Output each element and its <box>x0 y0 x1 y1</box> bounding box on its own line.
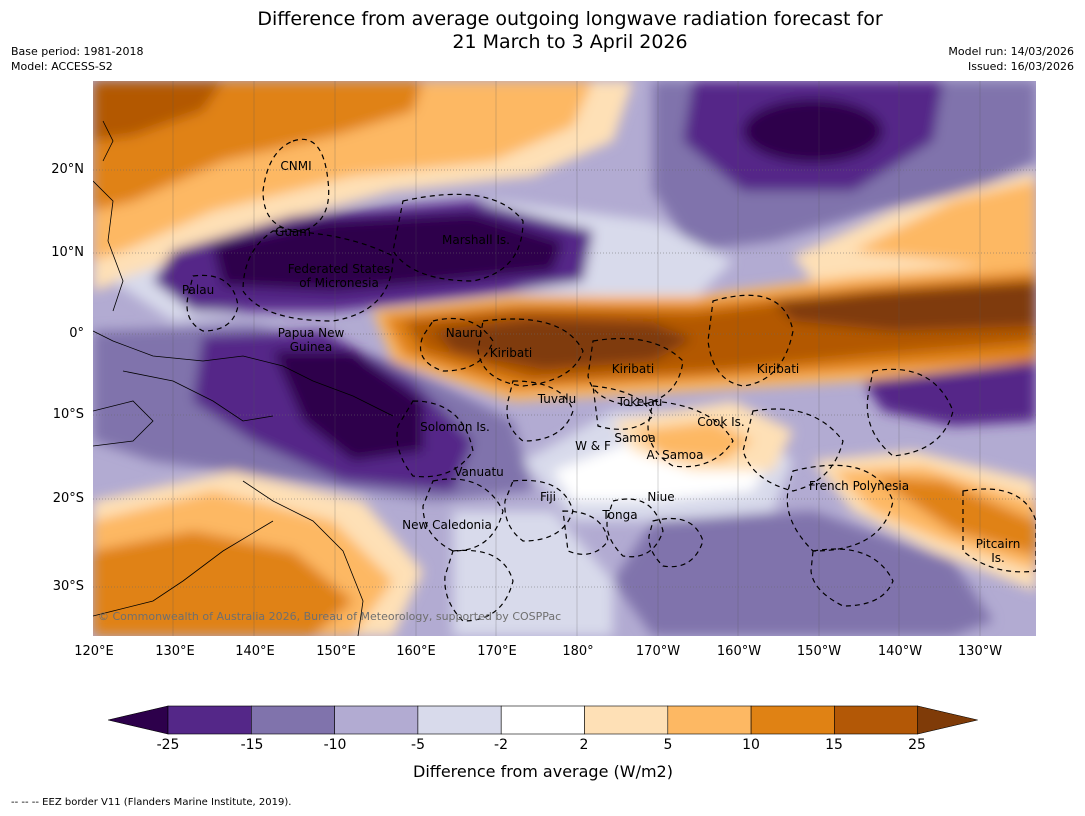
place-new-caledonia: New Caledonia <box>402 518 492 532</box>
lon-label-130e: 130°E <box>155 644 195 659</box>
lon-label-160e: 160°E <box>396 644 436 659</box>
place-tokelau: Tokelau <box>617 395 663 409</box>
colorbar-tick: 10 <box>742 737 760 753</box>
colorbar-label: Difference from average (W/m2) <box>413 762 673 781</box>
lat-label-0: 0° <box>69 326 84 341</box>
lat-label-30s: 30°S <box>52 579 84 594</box>
base-period: Base period: 1981-2018 <box>11 45 144 58</box>
place-png-line2: Guinea <box>289 340 333 354</box>
place-nauru: Nauru <box>445 326 483 340</box>
colorbar-segment <box>334 705 419 735</box>
lon-label-170w: 170°W <box>635 644 681 659</box>
lon-label-150w: 150°W <box>796 644 842 659</box>
place-vanuatu: Vanuatu <box>454 465 504 479</box>
place-tonga: Tonga <box>602 508 638 522</box>
model-run: Model run: 14/03/2026 <box>948 45 1074 58</box>
place-fsm-line2: of Micronesia <box>299 276 379 290</box>
lon-label-120e: 120°E <box>74 644 114 659</box>
meta-right: Model run: 14/03/2026 Issued: 16/03/2026 <box>948 44 1074 74</box>
model-name: Model: ACCESS-S2 <box>11 60 113 73</box>
place-kiribati-central: Kiribati <box>611 362 655 376</box>
colorbar-tick: -2 <box>494 737 508 753</box>
place-png: Papua New Guinea <box>278 326 345 354</box>
place-guam: Guam <box>275 225 311 239</box>
place-pitcairn: Pitcairn Is. <box>976 537 1021 565</box>
colorbar-tick: -10 <box>323 737 347 753</box>
place-pitcairn-line2: Is. <box>991 551 1005 565</box>
lat-label-10n: 10°N <box>51 245 84 260</box>
place-french-polynesia: French Polynesia <box>808 479 910 493</box>
place-samoa: Samoa <box>614 431 656 445</box>
colorbar-extend-high <box>917 705 978 735</box>
colorbar <box>108 705 978 735</box>
colorbar-segment <box>584 705 669 735</box>
place-cook: Cook Is. <box>697 415 745 429</box>
title-line-2: 21 March to 3 April 2026 <box>452 31 688 53</box>
forecast-map <box>93 81 1036 636</box>
lon-label-170e: 170°E <box>477 644 517 659</box>
colorbar-tick: 2 <box>579 737 589 753</box>
lat-label-20s: 20°S <box>52 491 84 506</box>
colorbar-segment <box>251 705 335 735</box>
lat-label-20n: 20°N <box>51 162 84 177</box>
place-asamoa: A. Samoa <box>646 448 704 462</box>
colorbar-tick: -5 <box>411 737 425 753</box>
colorbar-segment <box>500 705 585 735</box>
colorbar-segments <box>108 705 978 735</box>
chart-title: Difference from average outgoing longwav… <box>170 8 970 54</box>
map-canvas <box>93 81 1036 636</box>
title-line-1: Difference from average outgoing longwav… <box>257 8 883 30</box>
place-palau: Palau <box>181 283 215 297</box>
colorbar-segment <box>417 705 502 735</box>
lon-label-130w: 130°W <box>957 644 1003 659</box>
colorbar-segment <box>167 705 252 735</box>
colorbar-tick: -25 <box>156 737 180 753</box>
place-wf: W & F <box>575 439 611 453</box>
lon-label-140w: 140°W <box>877 644 923 659</box>
lon-label-180: 180° <box>562 644 594 659</box>
place-pitcairn-line1: Pitcairn <box>975 537 1021 551</box>
coastlines <box>93 120 394 636</box>
place-fsm: Federated States of Micronesia <box>288 262 390 290</box>
anomaly-field <box>93 81 1036 636</box>
colorbar-segment <box>750 705 835 735</box>
colorbar-segment <box>834 705 919 735</box>
place-png-line1: Papua New <box>277 326 345 340</box>
place-kiribati-east: Kiribati <box>756 362 800 376</box>
meta-left: Base period: 1981-2018 Model: ACCESS-S2 <box>11 44 143 74</box>
colorbar-tick: 25 <box>908 737 926 753</box>
lon-label-160w: 160°W <box>716 644 762 659</box>
place-tuvalu: Tuvalu <box>537 392 577 406</box>
lon-label-150e: 150°E <box>316 644 356 659</box>
copyright-notice: © Commonwealth of Australia 2026, Bureau… <box>98 610 562 623</box>
lat-gridlines <box>93 169 1036 588</box>
issued-date: Issued: 16/03/2026 <box>967 60 1074 73</box>
eez-borders <box>186 138 1036 622</box>
place-fsm-line1: Federated States <box>287 262 391 276</box>
place-fiji: Fiji <box>539 490 557 504</box>
lat-label-10s: 10°S <box>52 407 84 422</box>
colorbar-tick: 15 <box>825 737 843 753</box>
colorbar-segment <box>667 705 752 735</box>
colorbar-tick: 5 <box>663 737 673 753</box>
place-marshall: Marshall Is. <box>442 233 510 247</box>
place-kiribati-west: Kiribati <box>489 346 533 360</box>
place-niue: Niue <box>647 490 675 504</box>
place-solomon: Solomon Is. <box>420 420 490 434</box>
eez-footnote: -- -- -- EEZ border V11 (Flanders Marine… <box>11 797 292 808</box>
lon-label-140e: 140°E <box>235 644 275 659</box>
colorbar-extend-low <box>108 705 169 735</box>
colorbar-tick: -15 <box>240 737 264 753</box>
place-cnmi: CNMI <box>280 159 312 173</box>
